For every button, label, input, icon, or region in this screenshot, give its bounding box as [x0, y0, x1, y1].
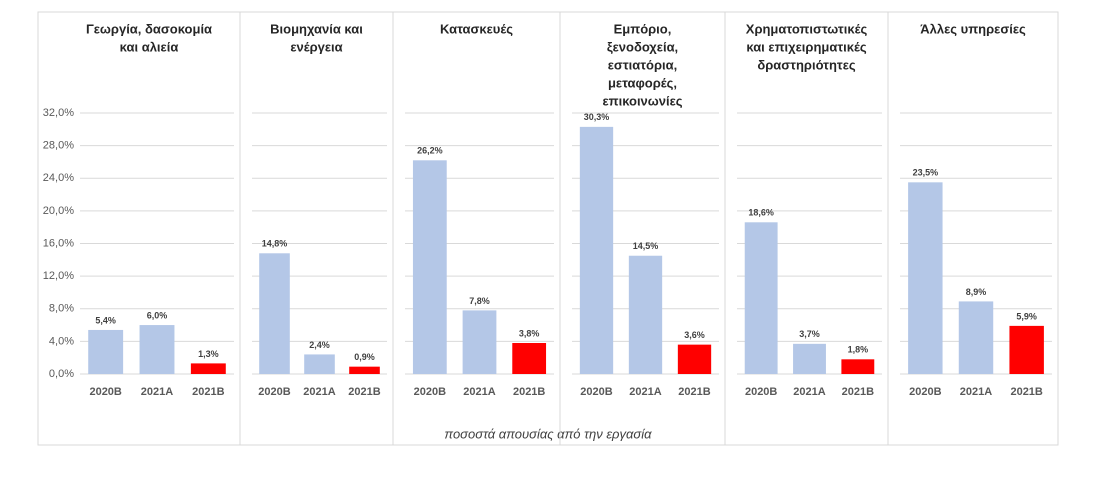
value-label: 23,5% [913, 168, 939, 178]
value-label: 30,3% [584, 112, 610, 122]
panel-title: και αλιεία [120, 39, 179, 54]
x-tick-label: 2021B [348, 386, 380, 398]
x-tick-label: 2021A [629, 386, 661, 398]
x-tick-label: 2021A [960, 386, 992, 398]
panel-title: επικοινωνίες [602, 93, 682, 108]
value-label: 14,8% [262, 239, 288, 249]
x-tick-label: 2021A [463, 386, 495, 398]
bar [139, 325, 175, 374]
panel-title: ξενοδοχεία, [607, 39, 678, 54]
bar [744, 222, 778, 374]
value-label: 3,7% [799, 329, 820, 339]
value-label: 2,4% [309, 340, 330, 350]
x-tick-label: 2020B [745, 386, 777, 398]
value-label: 1,3% [198, 349, 219, 359]
x-tick-label: 2021A [303, 386, 335, 398]
bar [628, 255, 663, 374]
panel-title: Βιομηχανία και [270, 21, 363, 36]
panel-title: Κατασκευές [440, 21, 513, 36]
x-tick-label: 2020B [580, 386, 612, 398]
y-tick-label: 12,0% [43, 270, 74, 282]
y-tick-label: 8,0% [49, 303, 74, 315]
value-label: 5,4% [95, 315, 116, 325]
bar [88, 329, 124, 374]
value-label: 8,9% [966, 287, 987, 297]
value-label: 18,6% [748, 208, 774, 218]
x-tick-label: 2020B [909, 386, 941, 398]
value-label: 6,0% [147, 310, 168, 320]
frame [37, 11, 1059, 446]
x-tick-label: 2021B [1010, 386, 1042, 398]
bar [259, 253, 290, 374]
bar [579, 126, 614, 374]
panel-title: Εμπόριο, [614, 21, 672, 36]
bar [958, 301, 994, 374]
panel-title: Γεωργία, δασοκομία [86, 21, 212, 36]
panel-title: μεταφορές, [608, 75, 677, 90]
panel-title: εστιατόρια, [608, 57, 677, 72]
panel-title: και επιχειρηματικές [746, 39, 866, 54]
x-tick-label: 2021A [793, 386, 825, 398]
bar [908, 182, 943, 374]
x-tick-label: 2021B [842, 386, 874, 398]
y-tick-label: 32,0% [43, 107, 74, 119]
value-label: 0,9% [354, 352, 375, 362]
y-tick-label: 0,0% [49, 368, 74, 380]
bar [677, 344, 712, 374]
value-label: 14,5% [633, 241, 659, 251]
y-tick-label: 24,0% [43, 172, 74, 184]
value-label: 5,9% [1016, 311, 1037, 321]
y-tick-label: 4,0% [49, 335, 74, 347]
bar [190, 363, 226, 374]
x-tick-label: 2021B [678, 386, 710, 398]
bar [512, 343, 547, 374]
bar [349, 366, 380, 374]
x-tick-label: 2020B [414, 386, 446, 398]
bar [304, 354, 335, 374]
x-tick-label: 2020B [89, 386, 121, 398]
bar [412, 160, 447, 374]
panel-title: ενέργεια [290, 39, 342, 54]
value-label: 1,8% [848, 345, 869, 355]
x-tick-label: 2021A [141, 386, 173, 398]
x-tick-label: 2021B [192, 386, 224, 398]
bar [841, 359, 875, 374]
panel-title: Άλλες υπηρεσίες [920, 21, 1026, 36]
bar [1009, 325, 1044, 374]
value-label: 3,8% [519, 328, 540, 338]
y-tick-label: 28,0% [43, 140, 74, 152]
bar [793, 343, 826, 374]
y-tick-label: 20,0% [43, 205, 74, 217]
value-label: 26,2% [417, 146, 443, 156]
value-label: 7,8% [469, 296, 490, 306]
bar [462, 310, 497, 374]
panel-title: Χρηματοπιστωτικές [746, 21, 868, 36]
x-tick-label: 2020B [258, 386, 290, 398]
value-label: 3,6% [684, 330, 705, 340]
y-tick-label: 16,0% [43, 237, 74, 249]
x-axis-label: ποσοστά απουσίας από την εργασία [444, 426, 652, 441]
panel-title: δραστηριότητες [757, 57, 856, 72]
x-tick-label: 2021B [513, 386, 545, 398]
